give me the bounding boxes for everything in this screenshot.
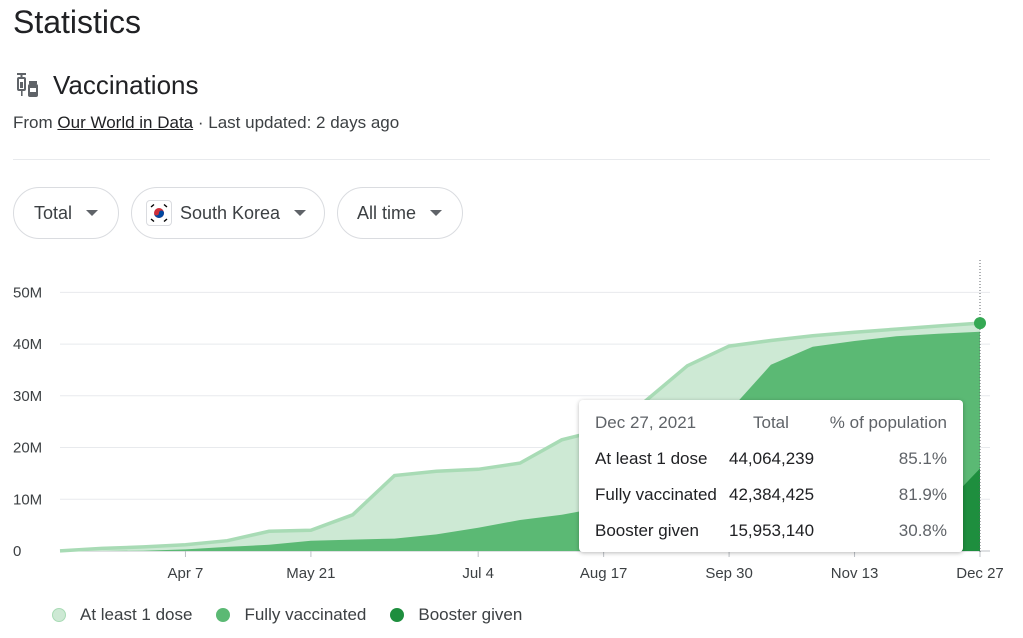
chart-legend: At least 1 dose Fully vaccinated Booster…: [52, 605, 546, 625]
legend-item-fully-vaccinated[interactable]: Fully vaccinated: [216, 605, 366, 625]
x-tick-label: Apr 7: [168, 565, 204, 582]
south-korea-flag-icon: [146, 200, 172, 226]
tooltip-row-label: At least 1 dose: [595, 449, 708, 468]
legend-item-first-dose[interactable]: At least 1 dose: [52, 605, 192, 625]
last-updated: · Last updated: 2 days ago: [197, 113, 400, 132]
tooltip-row-pct: 30.8%: [898, 521, 947, 540]
chart-tooltip: Dec 27, 2021 Total % of population At le…: [579, 400, 963, 552]
metric-dropdown-label: Total: [34, 202, 73, 223]
range-dropdown[interactable]: All time: [337, 187, 463, 239]
tooltip-col-total: Total: [753, 413, 789, 432]
legend-swatch: [216, 608, 231, 622]
divider: [13, 159, 990, 160]
x-tick-label: Dec 27: [956, 565, 1004, 582]
legend-swatch: [52, 608, 66, 622]
section-title: Vaccinations: [53, 70, 199, 100]
legend-label: At least 1 dose: [80, 605, 193, 624]
tooltip-row-pct: 85.1%: [898, 449, 947, 468]
tooltip-row-label: Booster given: [595, 521, 699, 540]
chevron-down-icon: [430, 210, 443, 216]
y-tick-label: 40M: [13, 336, 42, 353]
source-prefix: From: [13, 113, 53, 132]
legend-label: Fully vaccinated: [244, 605, 367, 624]
current-value-point: [974, 317, 986, 330]
metric-dropdown[interactable]: Total: [13, 187, 119, 239]
x-tick-label: Aug 17: [580, 565, 628, 582]
legend-swatch: [390, 608, 405, 622]
tooltip-row-total: 42,384,425: [729, 485, 815, 504]
y-tick-label: 20M: [13, 440, 42, 457]
y-tick-label: 50M: [13, 284, 42, 301]
x-tick-label: Nov 13: [831, 565, 879, 582]
section-header: Vaccinations: [15, 70, 199, 101]
tooltip-col-pct: % of population: [829, 413, 947, 432]
legend-label: Booster given: [418, 605, 523, 624]
y-tick-label: 10M: [13, 491, 42, 508]
source-link[interactable]: Our World in Data: [57, 113, 194, 132]
tooltip-date: Dec 27, 2021: [595, 413, 697, 432]
tooltip-row-label: Fully vaccinated: [595, 485, 717, 504]
range-dropdown-label: All time: [357, 202, 417, 223]
tooltip-row-pct: 81.9%: [898, 485, 947, 504]
x-tick-label: Sep 30: [705, 565, 753, 582]
y-tick-label: 0: [13, 543, 21, 560]
country-dropdown[interactable]: South Korea: [131, 187, 325, 239]
syringe-vial-icon: [17, 72, 38, 97]
x-tick-label: May 21: [286, 565, 335, 582]
series-edge-line: [59, 321, 981, 553]
chevron-down-icon: [294, 210, 307, 216]
source-line: From Our World in Data · Last updated: 2…: [13, 113, 399, 133]
x-tick-label: Jul 4: [462, 565, 494, 582]
y-tick-label: 30M: [13, 388, 42, 405]
legend-item-booster[interactable]: Booster given: [390, 605, 522, 625]
tooltip-row-total: 15,953,140: [729, 521, 815, 540]
page-title: Statistics: [13, 4, 142, 40]
country-dropdown-label: South Korea: [180, 202, 281, 223]
chevron-down-icon: [86, 210, 99, 216]
tooltip-row-total: 44,064,239: [729, 449, 815, 468]
